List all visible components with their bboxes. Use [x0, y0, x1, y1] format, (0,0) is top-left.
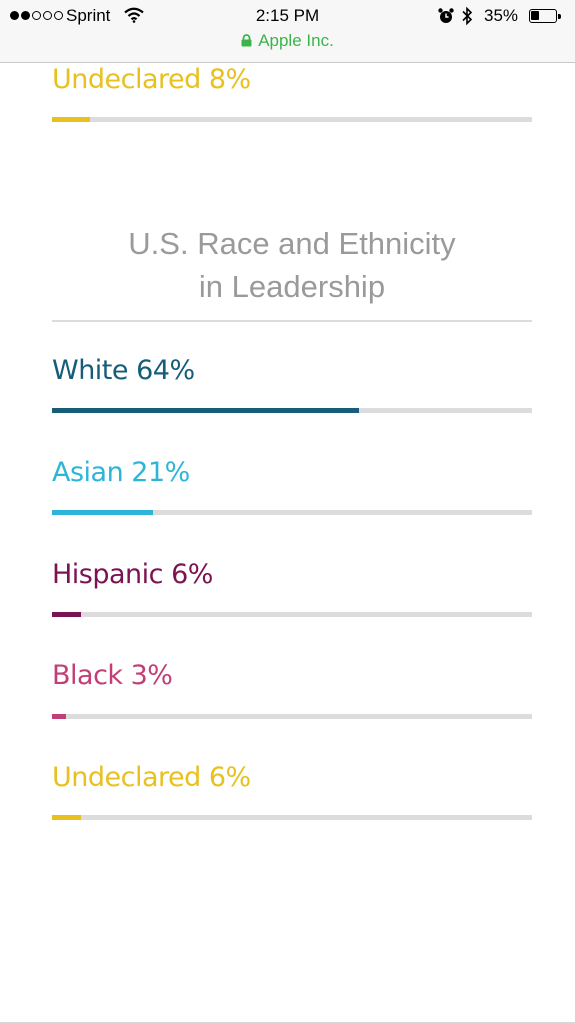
- section-divider: [52, 320, 532, 322]
- progress-fill: [52, 117, 90, 122]
- site-name: Apple Inc.: [258, 31, 334, 50]
- progress-fill: [52, 714, 66, 719]
- alarm-icon: [437, 7, 455, 30]
- lock-icon: [241, 32, 252, 52]
- progress-track: [52, 117, 532, 122]
- stat-label: Undeclared 8%: [52, 64, 251, 95]
- progress-fill: [52, 612, 81, 617]
- progress-track: [52, 714, 532, 719]
- stat-label: White 64%: [52, 355, 195, 386]
- bluetooth-icon: [460, 6, 474, 31]
- progress-track: [52, 408, 532, 413]
- status-bar: Sprint 2:15 PM 35%: [0, 0, 575, 63]
- section-title: U.S. Race and Ethnicity in Leadership: [52, 222, 532, 308]
- section-title-line-2: in Leadership: [198, 269, 386, 304]
- battery-tip: [558, 14, 561, 19]
- carrier-name: Sprint: [66, 6, 111, 25]
- battery-level-fill: [531, 11, 539, 20]
- battery-percentage: 35%: [484, 6, 519, 25]
- signal-strength-icon: [10, 11, 63, 20]
- address-bar[interactable]: Apple Inc.: [0, 31, 575, 52]
- progress-track: [52, 510, 532, 515]
- clock-time: 2:15 PM: [255, 6, 320, 25]
- stat-label: Hispanic 6%: [52, 559, 213, 590]
- stat-label: Black 3%: [52, 660, 173, 691]
- progress-fill: [52, 510, 153, 515]
- section-title-line-1: U.S. Race and Ethnicity: [128, 226, 456, 261]
- progress-track: [52, 612, 532, 617]
- battery-icon: [529, 9, 557, 23]
- wifi-icon: [124, 7, 144, 28]
- stat-label: Asian 21%: [52, 457, 190, 488]
- progress-fill: [52, 408, 359, 413]
- progress-track: [52, 815, 532, 820]
- stat-label: Undeclared 6%: [52, 762, 251, 793]
- progress-fill: [52, 815, 81, 820]
- toolbar-edge: [0, 1022, 575, 1024]
